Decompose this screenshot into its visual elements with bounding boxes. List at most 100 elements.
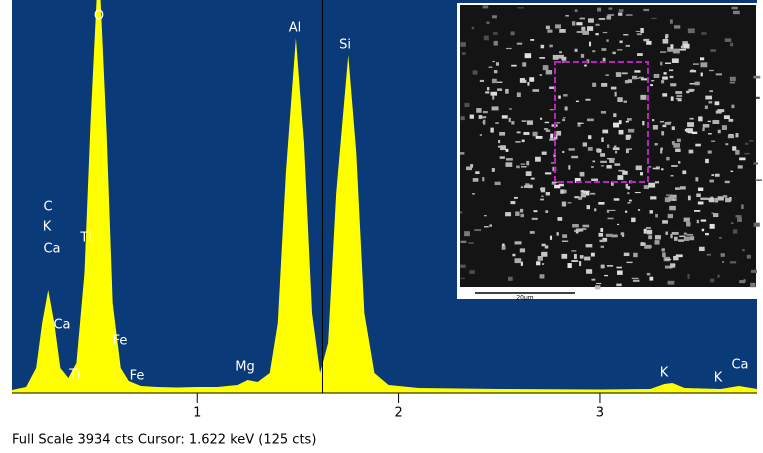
- texture-speck: [638, 76, 644, 79]
- texture-speck: [584, 256, 591, 261]
- texture-speck: [662, 124, 667, 128]
- texture-speck: [567, 202, 572, 204]
- texture-speck: [665, 231, 668, 235]
- texture-speck: [664, 265, 672, 269]
- texture-speck: [562, 119, 566, 122]
- texture-speck: [547, 29, 553, 33]
- texture-speck: [654, 240, 660, 245]
- texture-speck: [633, 252, 638, 258]
- texture-speck: [577, 122, 581, 127]
- texture-speck: [675, 254, 683, 258]
- texture-speck: [739, 157, 746, 161]
- texture-speck: [705, 232, 709, 236]
- texture-speck: [617, 49, 623, 51]
- texture-speck: [623, 100, 628, 103]
- texture-speck: [631, 217, 636, 223]
- texture-speck: [489, 224, 492, 227]
- texture-speck: [571, 260, 578, 262]
- texture-speck: [643, 8, 650, 12]
- texture-speck: [698, 116, 703, 122]
- texture-speck: [625, 120, 629, 123]
- texture-speck: [709, 179, 714, 183]
- texture-speck: [505, 212, 512, 217]
- texture-speck: [562, 117, 566, 119]
- texture-speck: [617, 97, 623, 103]
- texture-speck: [665, 62, 672, 65]
- x-tick-label: 3: [596, 406, 604, 421]
- texture-speck: [687, 122, 694, 127]
- texture-speck: [571, 250, 577, 252]
- texture-speck: [601, 48, 607, 51]
- texture-speck: [700, 62, 708, 68]
- texture-speck: [742, 248, 745, 252]
- texture-speck: [481, 116, 487, 119]
- texture-speck: [686, 233, 694, 236]
- texture-speck: [602, 129, 609, 134]
- texture-speck: [741, 204, 744, 209]
- texture-speck: [634, 70, 641, 73]
- texture-speck: [666, 156, 670, 161]
- texture-speck: [698, 246, 705, 252]
- texture-speck: [557, 54, 564, 59]
- texture-speck: [632, 279, 640, 282]
- texture-speck: [692, 63, 699, 65]
- texture-speck: [705, 95, 713, 100]
- texture-speck: [555, 24, 561, 29]
- texture-speck: [511, 64, 517, 67]
- texture-speck: [627, 202, 631, 204]
- texture-speck: [664, 121, 671, 125]
- texture-speck: [649, 276, 654, 281]
- texture-speck: [559, 29, 566, 33]
- texture-speck: [600, 110, 607, 114]
- texture-speck: [535, 135, 543, 139]
- texture-speck: [660, 61, 663, 66]
- texture-speck: [520, 163, 526, 165]
- texture-speck: [501, 245, 506, 250]
- texture-speck: [689, 117, 694, 120]
- texture-speck: [591, 278, 596, 281]
- texture-speck: [700, 219, 707, 222]
- texture-speck: [586, 269, 593, 274]
- texture-speck: [735, 133, 739, 138]
- peak-label: Mg: [235, 360, 254, 375]
- texture-speck: [705, 158, 709, 164]
- texture-speck: [712, 120, 720, 124]
- peak-label: O: [94, 9, 104, 24]
- texture-speck: [671, 141, 675, 145]
- texture-speck: [491, 106, 499, 111]
- texture-speck: [505, 148, 509, 152]
- texture-speck: [482, 121, 485, 123]
- texture-speck: [650, 196, 657, 200]
- texture-speck: [541, 251, 548, 257]
- texture-speck: [582, 224, 590, 228]
- texture-speck: [665, 35, 668, 39]
- texture-speck: [479, 134, 482, 136]
- texture-speck: [627, 128, 635, 133]
- selection-box: [554, 61, 649, 183]
- texture-speck: [662, 39, 669, 44]
- texture-speck: [614, 150, 618, 154]
- texture-speck: [717, 109, 725, 113]
- texture-speck: [510, 31, 515, 36]
- texture-speck: [640, 27, 644, 33]
- texture-speck: [702, 124, 710, 128]
- texture-speck: [512, 253, 516, 257]
- texture-speck: [500, 145, 506, 151]
- texture-speck: [525, 183, 530, 187]
- texture-speck: [609, 209, 616, 211]
- texture-speck: [544, 245, 549, 249]
- texture-speck: [502, 243, 505, 246]
- texture-speck: [536, 261, 541, 266]
- texture-speck: [669, 75, 674, 79]
- texture-speck: [521, 166, 527, 168]
- texture-speck: [585, 244, 593, 248]
- texture-speck: [720, 253, 725, 257]
- texture-speck: [714, 173, 720, 177]
- texture-speck: [554, 184, 561, 189]
- texture-speck: [505, 47, 512, 50]
- texture-speck: [697, 201, 704, 205]
- texture-speck: [675, 98, 682, 100]
- texture-speck: [495, 122, 499, 124]
- texture-speck: [486, 87, 490, 91]
- texture-speck: [497, 145, 500, 148]
